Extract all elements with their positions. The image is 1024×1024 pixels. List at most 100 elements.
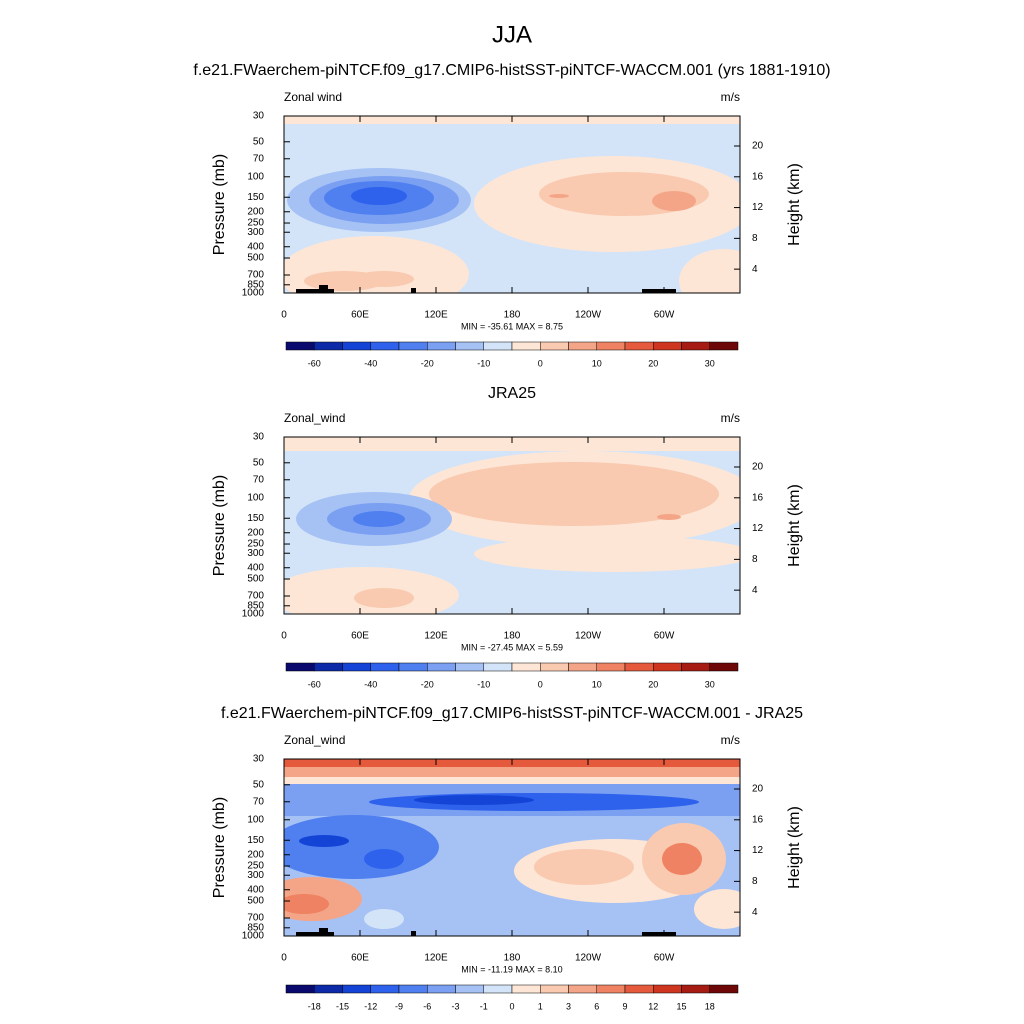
colorbar-box xyxy=(314,662,343,672)
colorbar-box xyxy=(427,662,456,672)
topography xyxy=(319,285,328,293)
y-axis-label: Pressure (mb) xyxy=(211,154,228,255)
y-tick-label: 150 xyxy=(247,192,264,203)
y2-tick-label: 16 xyxy=(752,171,764,182)
x-tick-label: 60W xyxy=(654,631,675,642)
y-tick-label: 300 xyxy=(247,227,264,238)
colorbar-label: 9 xyxy=(622,1001,627,1011)
contour-region xyxy=(284,894,329,914)
colorbar-box xyxy=(653,662,682,672)
y-tick-label: 300 xyxy=(247,548,264,559)
panel-title: f.e21.FWaerchem-piNTCF.f09_g17.CMIP6-his… xyxy=(193,62,830,79)
y-tick-label: 700 xyxy=(247,913,264,924)
y2-tick-label: 12 xyxy=(752,523,764,534)
y-tick-label: 30 xyxy=(253,754,265,765)
colorbar-label: -60 xyxy=(308,679,321,689)
colorbar-label: 3 xyxy=(566,1001,571,1011)
contour-region xyxy=(353,511,405,527)
y-tick-label: 150 xyxy=(247,513,264,524)
y2-tick-label: 4 xyxy=(752,585,758,596)
colorbar-label: -40 xyxy=(364,358,377,368)
x-tick-label: 60E xyxy=(351,631,369,642)
x-tick-label: 60W xyxy=(654,310,675,321)
contour-field xyxy=(284,437,740,614)
contour-region xyxy=(364,909,404,929)
colorbar-label: -18 xyxy=(308,1001,321,1011)
x-tick-label: 0 xyxy=(281,631,287,642)
colorbar-label: -10 xyxy=(477,679,490,689)
colorbar-box xyxy=(398,662,428,672)
colorbar-box xyxy=(483,662,513,672)
colorbar-box xyxy=(511,662,541,672)
y-axis-label: Pressure (mb) xyxy=(211,797,228,898)
x-tick-label: 120E xyxy=(424,310,448,321)
colorbar-box xyxy=(709,341,739,351)
colorbar-label: 0 xyxy=(538,679,543,689)
x-tick-label: 120W xyxy=(575,631,602,642)
contour-region xyxy=(299,835,349,847)
y2-tick-label: 16 xyxy=(752,492,764,503)
y-tick-label: 500 xyxy=(247,253,264,264)
y-tick-label: 200 xyxy=(247,206,264,217)
contour-region xyxy=(284,815,439,879)
colorbar-box xyxy=(624,662,654,672)
contour-region xyxy=(474,536,740,572)
colorbar-label: -9 xyxy=(395,1001,403,1011)
colorbar-box xyxy=(511,341,541,351)
contour-region xyxy=(652,191,696,211)
y2-tick-label: 16 xyxy=(752,814,764,825)
contour-region xyxy=(284,767,740,777)
y-tick-label: 100 xyxy=(247,171,264,182)
y-tick-label: 1000 xyxy=(242,609,265,620)
colorbar-label: 18 xyxy=(705,1001,715,1011)
y2-axis-label: Height (km) xyxy=(786,806,803,889)
contour-field xyxy=(284,116,740,293)
y-tick-label: 200 xyxy=(247,527,264,538)
colorbar-box xyxy=(653,984,682,994)
colorbar-box xyxy=(342,662,371,672)
y-tick-label: 70 xyxy=(253,474,265,485)
colorbar-label: 30 xyxy=(705,358,715,368)
colorbar-box xyxy=(681,662,710,672)
colorbar-box xyxy=(624,984,654,994)
x-tick-label: 120E xyxy=(424,631,448,642)
y-axis-label: Pressure (mb) xyxy=(211,475,228,576)
colorbar-box xyxy=(314,984,343,994)
y-tick-label: 500 xyxy=(247,896,264,907)
field-label: Zonal wind xyxy=(284,90,342,104)
y-tick-label: 250 xyxy=(247,861,264,872)
y-tick-label: 200 xyxy=(247,849,264,860)
y2-tick-label: 4 xyxy=(752,264,758,275)
topography xyxy=(296,932,334,936)
min-max-stats: MIN = -35.61 MAX = 8.75 xyxy=(461,321,563,331)
x-tick-label: 60E xyxy=(351,953,369,964)
colorbar-box xyxy=(342,341,371,351)
x-tick-label: 120W xyxy=(575,953,602,964)
colorbar-label: 10 xyxy=(592,679,602,689)
y-tick-label: 850 xyxy=(247,600,264,611)
colorbar-label: 10 xyxy=(592,358,602,368)
y-tick-label: 100 xyxy=(247,492,264,503)
contour-region xyxy=(284,777,740,784)
colorbar-box xyxy=(455,984,484,994)
y2-tick-label: 8 xyxy=(752,554,758,565)
y-tick-label: 850 xyxy=(247,279,264,290)
y2-tick-label: 20 xyxy=(752,141,764,152)
y-tick-label: 100 xyxy=(247,814,264,825)
colorbar-box xyxy=(483,341,513,351)
contour-region xyxy=(549,194,569,198)
contour-region xyxy=(284,437,740,451)
colorbar-label: -6 xyxy=(423,1001,431,1011)
contour-region xyxy=(414,795,534,805)
y-tick-label: 250 xyxy=(247,218,264,229)
figure-title: JJA xyxy=(492,21,532,48)
units-label: m/s xyxy=(721,90,740,104)
y-tick-label: 50 xyxy=(253,457,265,468)
colorbar-label: 15 xyxy=(676,1001,686,1011)
y-tick-label: 300 xyxy=(247,870,264,881)
y-tick-label: 70 xyxy=(253,796,265,807)
y-tick-label: 30 xyxy=(253,432,265,443)
colorbar-label: -15 xyxy=(336,1001,349,1011)
colorbar-box xyxy=(681,341,710,351)
